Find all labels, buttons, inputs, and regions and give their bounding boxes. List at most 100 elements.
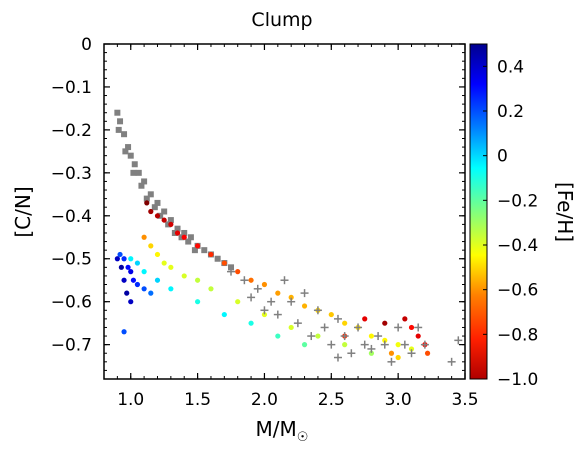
y-tick-label: −0.2 [51,121,92,141]
plot-frame [103,43,466,380]
feh-colored-point [342,320,348,326]
feh-colored-point [221,311,227,318]
feh-colored-point [168,264,174,270]
feh-colored-point [301,342,308,348]
feh-colored-point [382,320,388,326]
grey-model-point [117,118,124,125]
grey-cross-point [227,267,236,276]
feh-colored-point [168,221,174,227]
feh-colored-point [114,256,120,262]
grey-cross-point [293,319,302,328]
feh-colored-point [154,213,161,219]
x-tick-label: 2.5 [318,390,345,410]
x-tick-label: 1.5 [184,390,211,410]
grey-cross-point [454,336,463,345]
grey-cross-point [420,340,429,349]
grey-model-point [115,126,122,133]
grey-cross-point [347,349,356,358]
feh-colored-point [395,342,401,348]
feh-colored-point [118,264,124,270]
grey-cross-point [273,310,282,319]
grey-cross-point [360,340,369,349]
feh-colored-point [248,320,254,326]
grey-cross-point [374,332,383,341]
colorbar-tick-label: −0.2 [497,191,538,211]
colorbar-tick-label: −0.6 [497,281,538,301]
colorbar-axis: 0.4 0.2 0 −0.2 −0.4 −0.6 −0.8 −1.0 [483,57,538,390]
feh-colored-point [161,260,167,266]
grey-model-point [157,212,164,219]
feh-colored-point [221,260,227,266]
feh-colored-point [181,234,187,240]
feh-colored-point [208,286,214,292]
feh-colored-point [148,290,154,296]
grey-cross-point [300,289,309,298]
feh-colored-point [235,299,241,305]
x-tick-label: 2.0 [251,390,278,410]
grey-model-point [167,217,174,224]
feh-colored-point [194,277,201,283]
grey-cross-point [267,297,276,306]
colorbar-tick-label: 0 [497,147,508,167]
chart-title: Clump [251,9,312,31]
grey-cross-point [340,332,349,341]
grey-cross-point [407,349,416,358]
colorbar-tick-label: −0.4 [497,236,538,256]
grey-cross-point [253,284,262,293]
grey-model-point [114,109,121,116]
feh-colored-point [368,350,375,356]
feh-colored-point [194,243,201,249]
feh-colored-point [141,269,147,275]
feh-colored-point [144,200,150,206]
feh-colored-point [395,354,401,361]
grey-cross-point [400,340,409,349]
grey-model-point [214,255,221,262]
grey-model-point [151,204,158,211]
y-tick-label: −0.5 [51,250,92,270]
feh-colored-point [248,277,254,283]
feh-colored-point [141,286,147,292]
grey-model-point [131,161,138,168]
y-tick-label: 0 [81,35,92,55]
grey-model-point [122,148,129,155]
feh-colored-point [328,311,334,318]
grey-model-point [125,144,132,151]
feh-colored-point [124,290,130,296]
grey-model-point [135,169,142,176]
feh-colored-point [194,299,201,305]
grey-cross-point [280,276,289,285]
feh-colored-point [235,269,241,275]
feh-colored-point [342,342,348,348]
grey-model-point [178,234,185,241]
feh-colored-point [288,324,294,331]
feh-colored-point [362,316,368,322]
x-axis-label: M/M☉ [256,417,309,445]
grey-cross-point [247,293,256,302]
colorbar-label: [Fe/H] [553,182,574,242]
feh-colored-point [382,337,388,343]
feh-colored-point [148,243,154,249]
feh-colored-point [315,333,321,339]
feh-colored-point [121,329,127,335]
feh-colored-point [128,256,134,262]
feh-colored-point [174,230,181,236]
x-axis: 1.0 1.5 2.0 2.5 3.0 3.5 [103,44,479,410]
feh-colored-point [128,269,134,275]
grey-cross-point [333,314,342,323]
feh-colored-point [408,324,415,331]
x-tick-label: 3.5 [451,390,478,410]
grey-model-point [181,229,188,236]
grey-cross-point [320,323,329,332]
y-axis-label: [C/N] [11,186,35,237]
grey-cross-point [354,323,363,332]
grey-model-point [187,234,194,241]
feh-colored-point [134,281,141,288]
grey-model-point [141,178,148,185]
grey-model-point [143,195,150,202]
colorbar-tick-label: −0.8 [497,325,538,345]
grey-cross-point [380,340,389,349]
feh-colored-point [388,350,395,356]
feh-colored-point [148,208,154,215]
colorbar-tick-label: 0.4 [497,57,524,77]
